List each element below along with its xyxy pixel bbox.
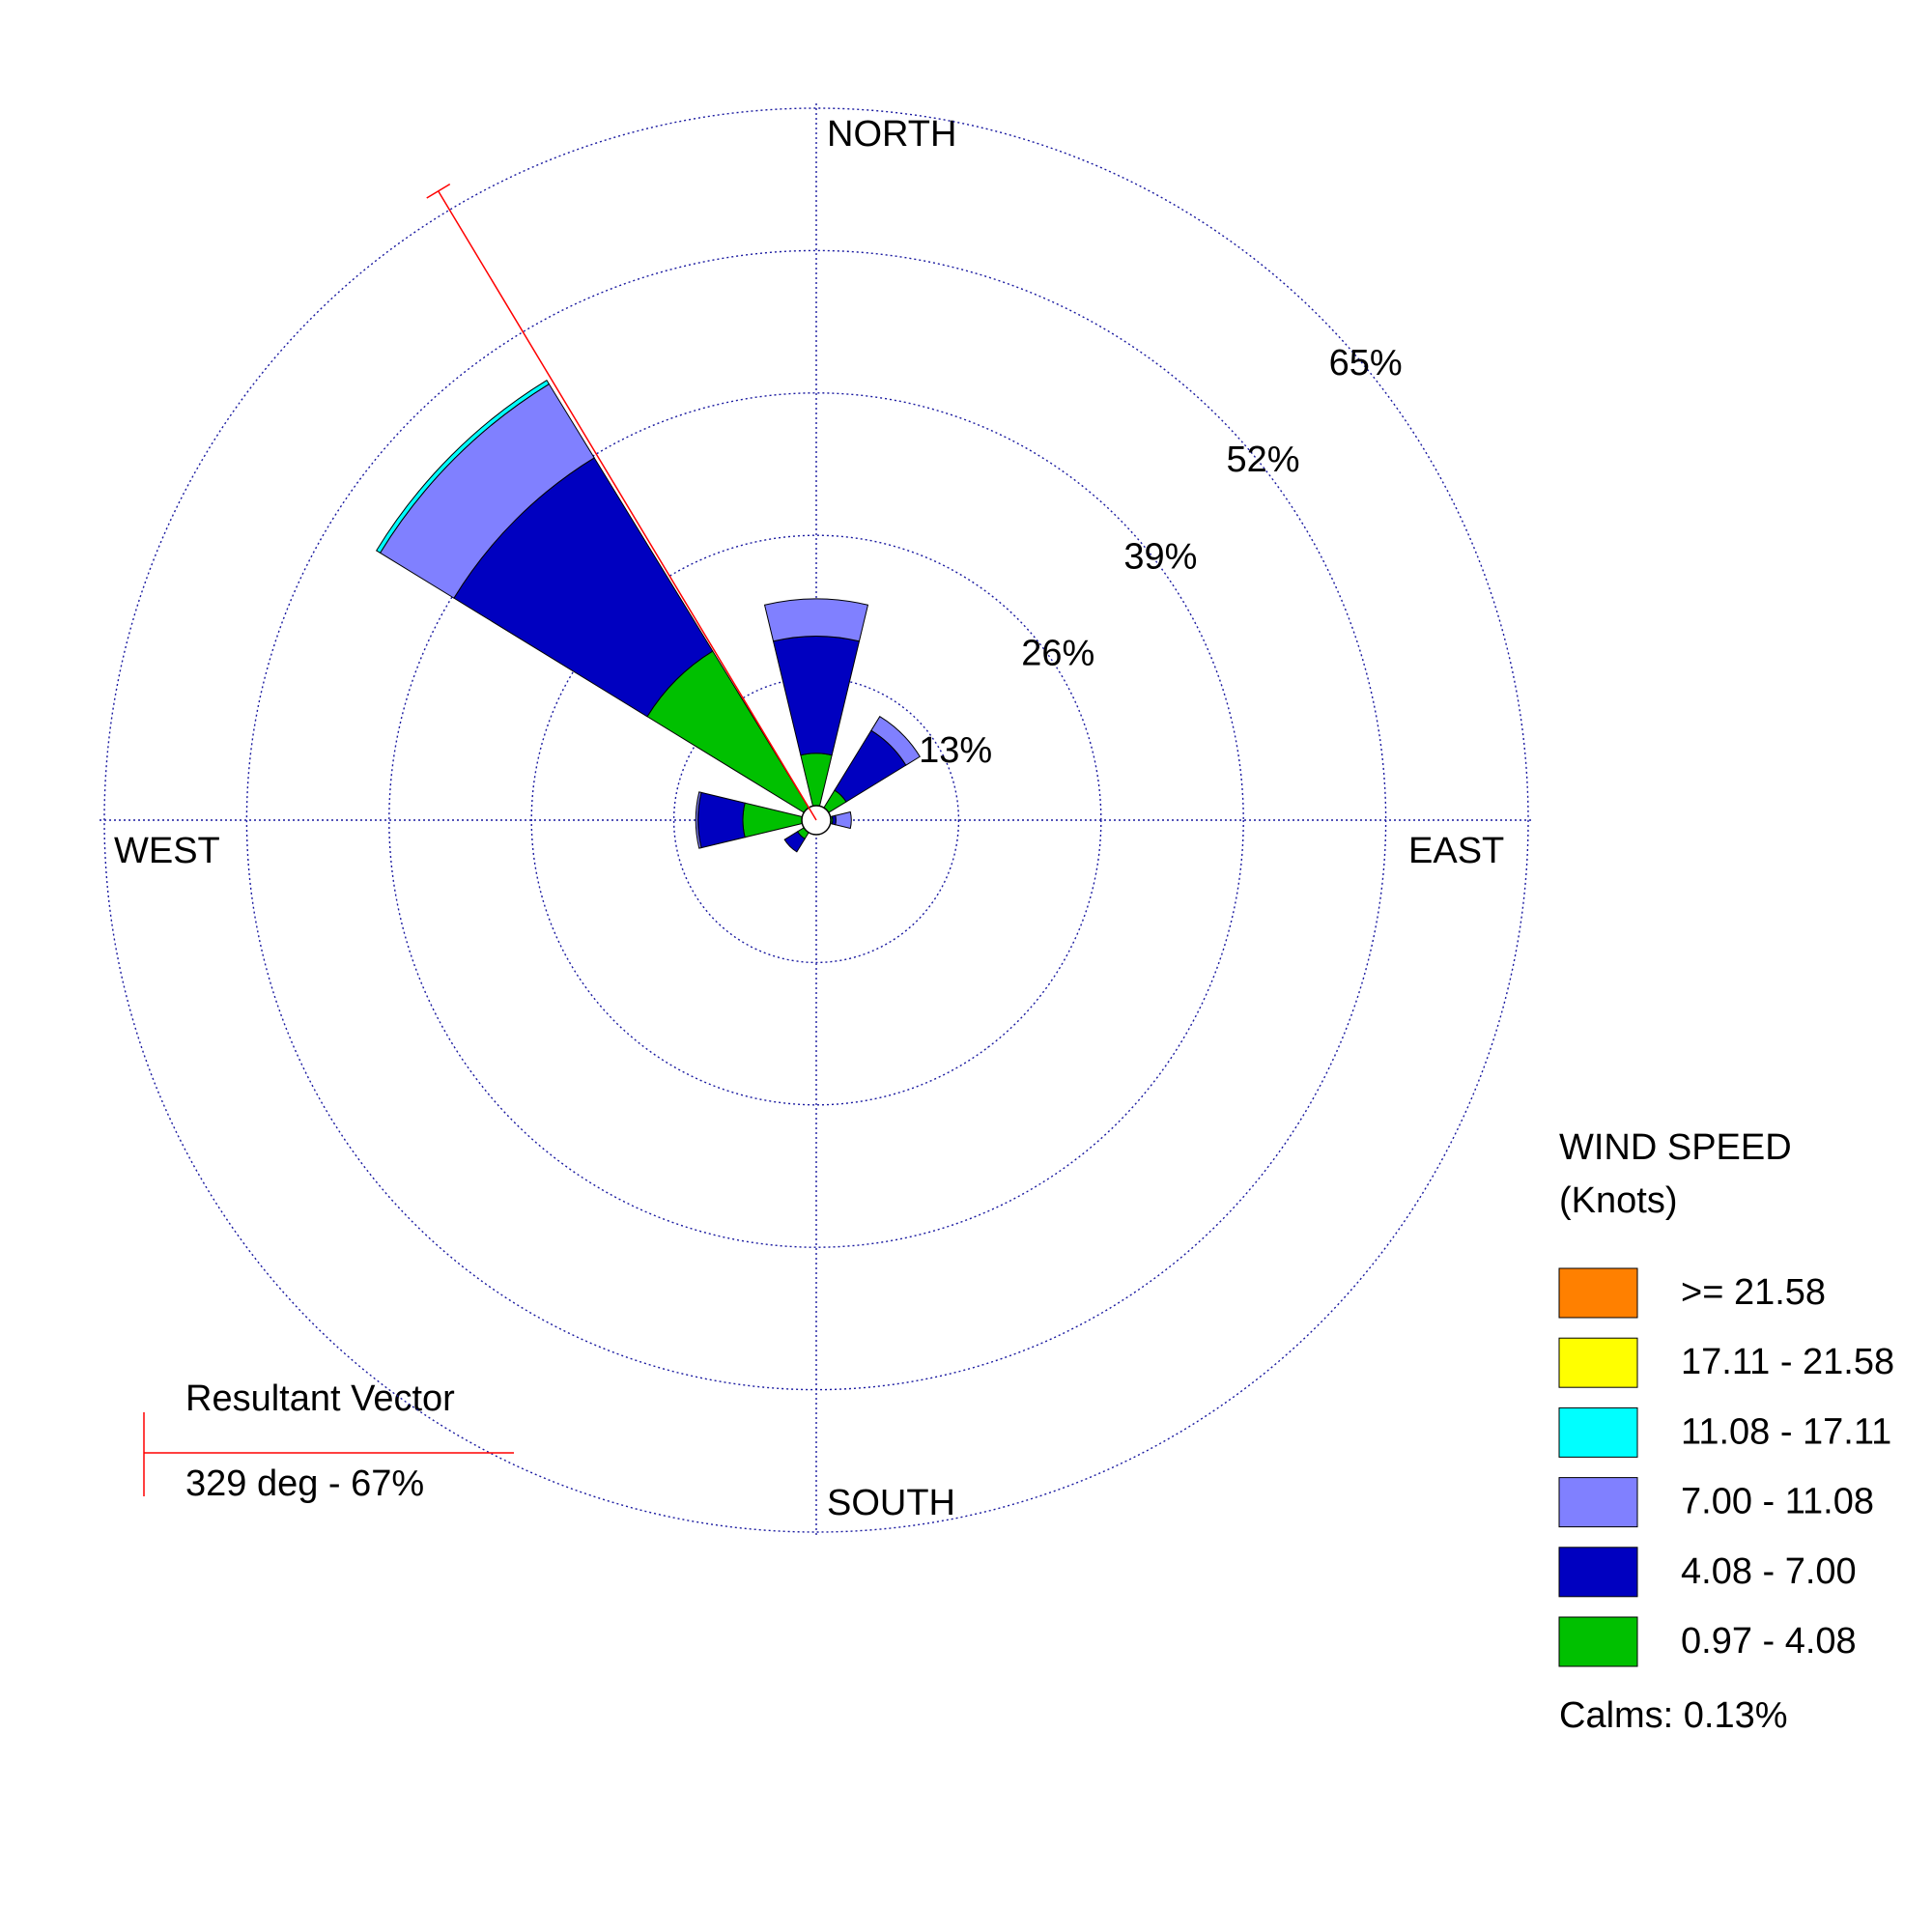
grid-ring bbox=[388, 392, 1244, 1248]
legend-label: 4.08 - 7.00 bbox=[1681, 1551, 1857, 1592]
legend-swatch bbox=[1558, 1267, 1638, 1319]
resultant-tick bbox=[426, 183, 451, 199]
legend-label: >= 21.58 bbox=[1681, 1272, 1826, 1313]
legend-title: WIND SPEED bbox=[1559, 1127, 1792, 1168]
compass-north: NORTH bbox=[827, 114, 956, 155]
compass-south: SOUTH bbox=[827, 1483, 955, 1523]
wedge bbox=[835, 810, 852, 830]
calms: Calms: 0.13% bbox=[1559, 1695, 1788, 1736]
wedge bbox=[763, 598, 869, 642]
wedge bbox=[783, 831, 806, 853]
legend-swatch bbox=[1558, 1477, 1638, 1528]
legend-label: 17.11 - 21.58 bbox=[1681, 1342, 1894, 1382]
compass-east: EAST bbox=[1408, 831, 1504, 871]
ring-label: 65% bbox=[1329, 343, 1403, 384]
resultant-label: Resultant Vector bbox=[185, 1378, 455, 1419]
ring-label: 26% bbox=[1021, 634, 1094, 674]
ring-label: 52% bbox=[1227, 440, 1300, 480]
resultant-text: 329 deg - 67% bbox=[185, 1463, 424, 1504]
legend-label: 11.08 - 17.11 bbox=[1681, 1411, 1891, 1452]
legend-label: 7.00 - 11.08 bbox=[1681, 1482, 1874, 1522]
legend-label: 0.97 - 4.08 bbox=[1681, 1621, 1857, 1662]
ring-label: 13% bbox=[919, 730, 992, 771]
wedge bbox=[870, 716, 921, 766]
wedge bbox=[772, 636, 861, 756]
ring-label: 39% bbox=[1123, 536, 1197, 577]
wedge bbox=[697, 791, 746, 849]
legend-swatch bbox=[1558, 1616, 1638, 1667]
compass-west: WEST bbox=[114, 831, 220, 871]
legend-subtitle: (Knots) bbox=[1559, 1180, 1677, 1221]
legend-swatch bbox=[1558, 1547, 1638, 1598]
resultant-vector bbox=[438, 190, 817, 821]
legend-swatch bbox=[1558, 1406, 1638, 1458]
grid-ring bbox=[672, 676, 960, 964]
legend-swatch bbox=[1558, 1337, 1638, 1388]
wedge bbox=[375, 379, 551, 554]
